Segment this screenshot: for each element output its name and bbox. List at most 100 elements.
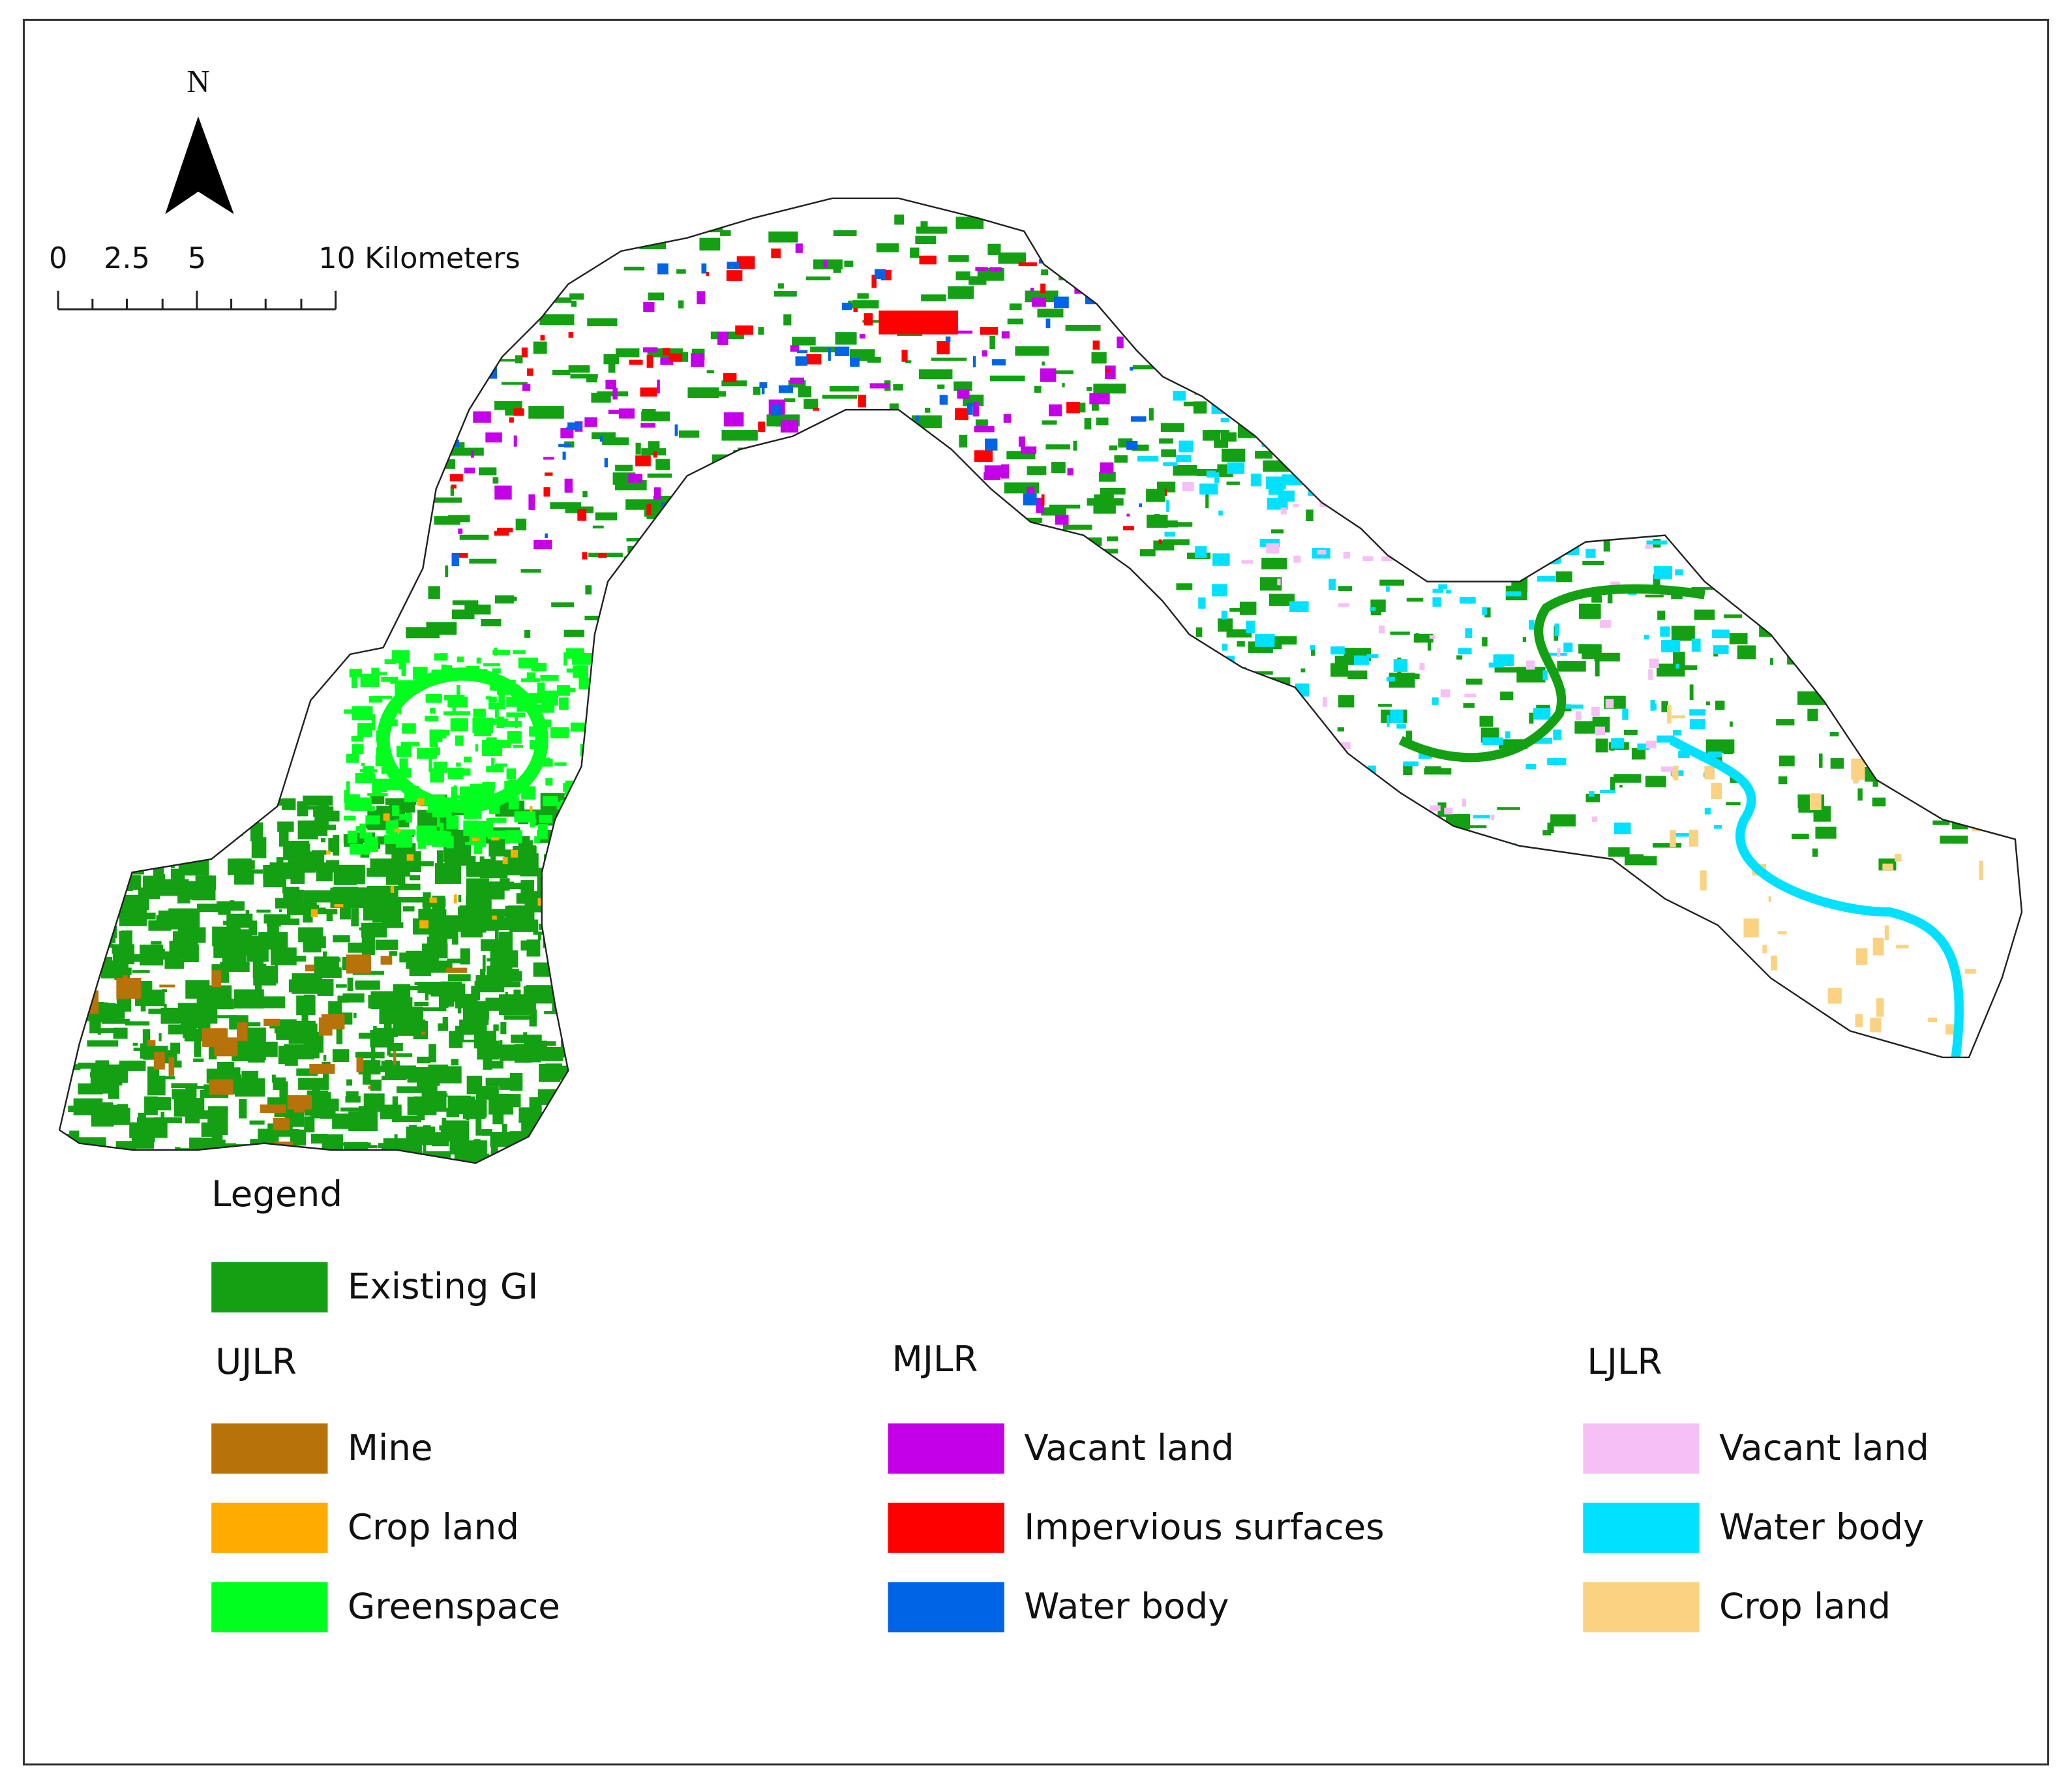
land-patch [1051,462,1066,474]
land-patch [465,841,479,845]
land-patch [735,325,753,335]
land-patch [372,695,393,699]
land-patch [437,850,443,871]
land-patch [154,1117,183,1123]
land-patch [1505,591,1522,597]
land-patch [351,908,359,927]
land-patch [1653,843,1682,848]
land-patch [1343,551,1351,559]
land-patch [554,762,567,766]
land-patch [862,320,886,323]
legend-swatch [211,1582,328,1633]
land-patch [515,714,518,728]
land-patch [322,951,327,964]
land-patch [442,1016,448,1024]
land-patch [1239,601,1257,615]
land-patch [796,350,808,354]
land-patch [850,357,860,367]
land-patch [953,381,972,391]
land-patch [829,386,859,392]
land-patch [584,417,597,427]
land-patch [402,723,416,734]
legend-label: Vacant land [1719,1427,1929,1468]
land-patch [210,998,234,1010]
land-patch [367,793,388,796]
land-patch [156,915,171,924]
land-patch [592,432,616,440]
land-patch [1042,420,1057,425]
land-patch [352,706,373,721]
land-patch [582,552,588,560]
land-patch [464,756,472,763]
land-patch [859,334,865,339]
land-patch [1040,283,1046,294]
land-patch [123,975,128,997]
land-patch [481,1129,492,1136]
land-patch [706,370,714,374]
land-patch [182,944,199,963]
legend-group: UJLR [215,1341,297,1382]
land-patch [678,300,684,309]
legend-label: Greenspace [348,1585,560,1627]
land-patch [603,354,619,365]
land-patch [1105,369,1111,372]
land-patch [457,656,464,663]
land-patch [361,937,375,956]
land-patch [419,920,428,929]
land-patch [488,702,501,710]
land-patch [957,389,970,399]
land-patch [1227,462,1245,474]
land-patch [443,711,463,716]
land-patch [164,1003,167,1013]
land-patch [519,665,541,669]
land-patch [937,384,945,389]
land-patch [421,1031,426,1035]
land-patch [1126,440,1138,450]
land-patch [479,791,486,800]
land-patch [426,840,442,845]
land-patch [493,1024,499,1031]
land-patch [436,811,440,827]
land-patch [657,379,660,394]
land-patch [507,731,522,744]
land-patch [534,836,540,843]
legend-swatch [1583,1502,1700,1553]
land-patch [445,565,449,577]
land-patch [780,420,798,433]
land-patch [89,1072,102,1078]
land-patch [209,1079,233,1095]
land-patch [382,1002,404,1008]
land-patch [513,650,526,654]
land-patch [297,801,308,817]
land-patch [453,894,457,904]
land-patch [488,696,497,703]
land-patch [472,718,493,734]
land-patch [841,303,852,311]
land-patch [657,263,668,275]
land-patch [526,672,535,680]
land-patch [1159,438,1173,444]
land-patch [446,815,459,830]
land-patch [475,744,479,751]
land-patch [1218,510,1223,516]
land-patch [1289,601,1309,613]
land-patch [1109,445,1118,451]
land-patch [1193,401,1207,414]
land-patch [566,427,581,430]
land-patch [1415,633,1419,643]
land-patch [1557,661,1586,672]
land-patch [910,247,920,258]
land-patch [863,313,873,326]
land-patch [833,265,841,273]
land-patch [326,850,331,855]
land-patch [473,1139,481,1155]
land-patch [368,806,375,811]
land-patch [1338,603,1350,607]
legend-label: Vacant land [1024,1427,1234,1468]
land-patch [406,854,414,861]
land-patch [477,1078,481,1083]
land-patch [1173,464,1197,476]
land-patch [459,534,489,540]
land-patch [362,766,374,778]
land-patch [1139,503,1143,508]
